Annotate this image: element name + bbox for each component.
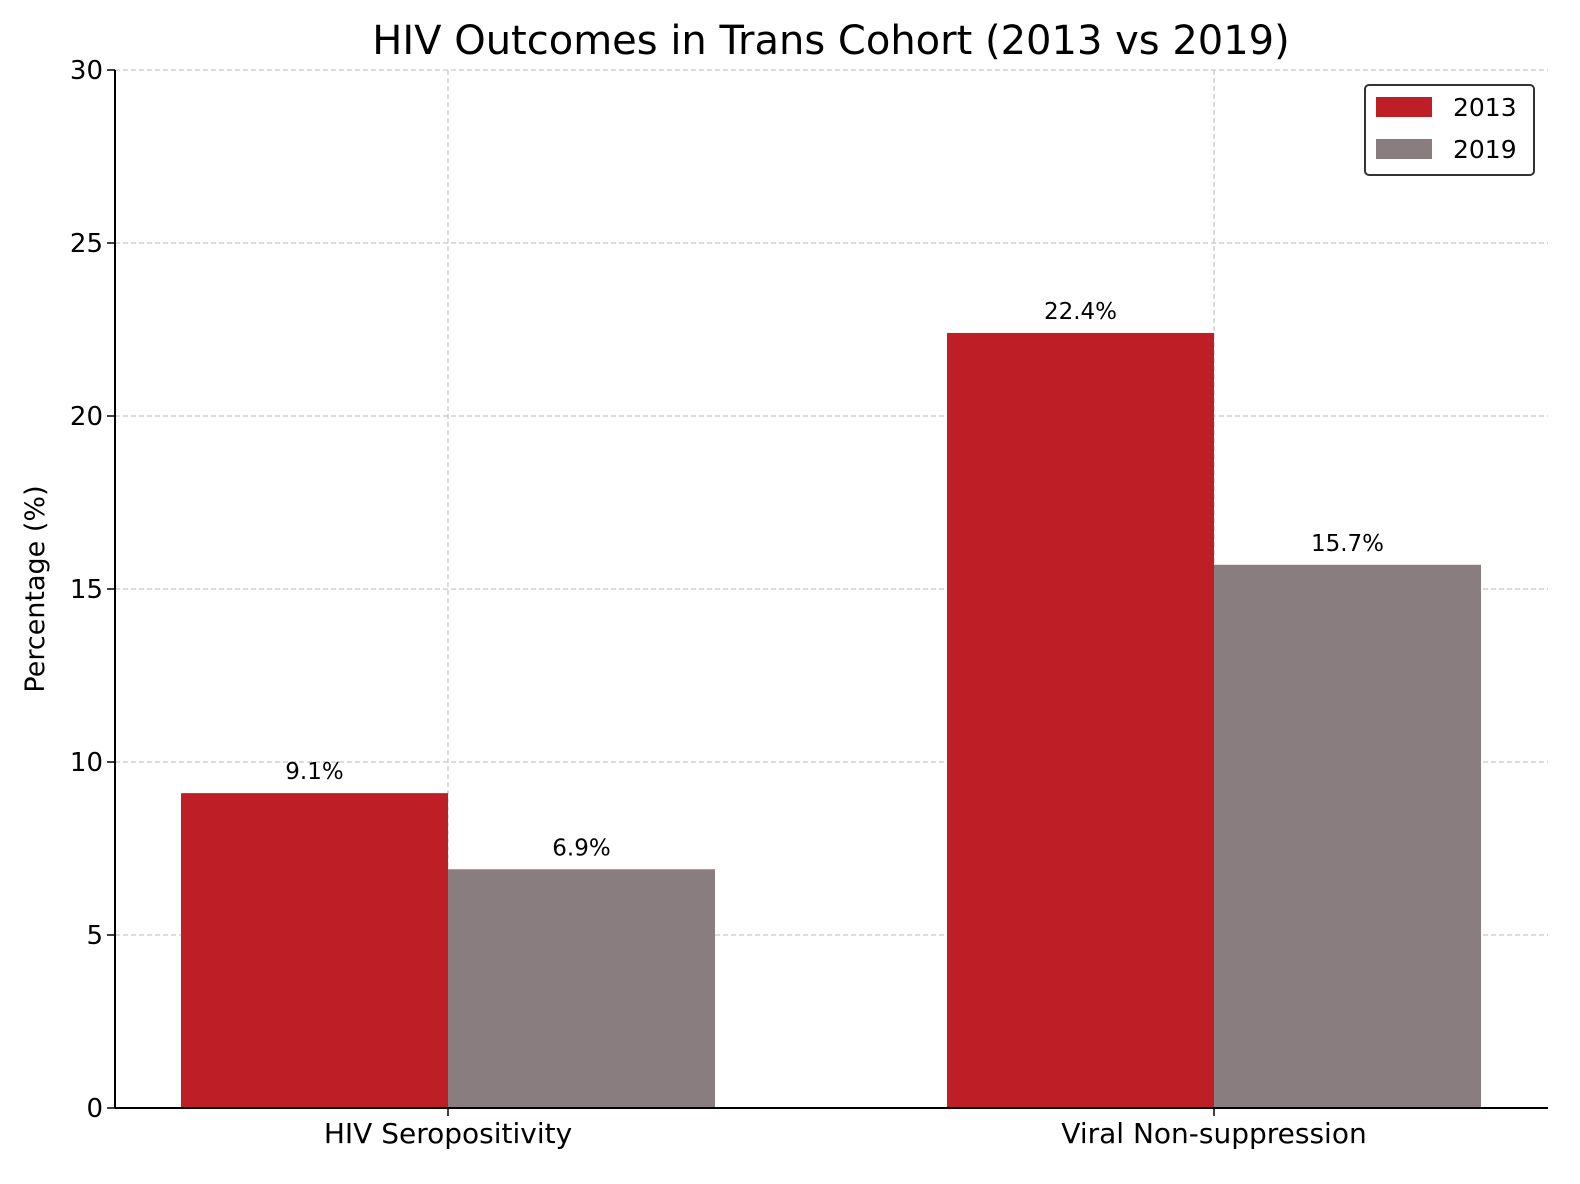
y-tick-label: 30 [70, 56, 103, 86]
chart-title: HIV Outcomes in Trans Cohort (2013 vs 20… [372, 18, 1289, 64]
legend-label: 2013 [1453, 93, 1517, 122]
bar-2019 [1214, 564, 1481, 1108]
y-tick-label: 0 [86, 1094, 103, 1124]
bars: 9.1% 22.4% 6.9% 15.7% [181, 299, 1481, 1109]
data-label: 22.4% [1044, 299, 1117, 325]
legend-label: 2019 [1453, 135, 1517, 164]
y-tick-label: 25 [70, 229, 103, 259]
x-tick-label: HIV Seropositivity [324, 1117, 572, 1150]
bar-2019 [448, 869, 715, 1108]
y-axis-label: Percentage (%) [20, 485, 51, 692]
legend: 2013 2019 [1364, 84, 1535, 176]
y-tick-label: 20 [70, 402, 103, 432]
legend-swatch-2013 [1376, 97, 1432, 117]
y-tick-label: 10 [70, 748, 103, 778]
bar-2013 [947, 332, 1214, 1109]
x-tick-label: Viral Non-suppression [1061, 1117, 1366, 1150]
bar-2013 [181, 793, 448, 1108]
data-label: 6.9% [552, 835, 610, 861]
axes: 0 5 10 15 20 25 30 HIV Seropositivity Viral Non-… [70, 56, 1548, 1150]
data-label: 9.1% [285, 759, 343, 785]
data-label: 15.7% [1311, 531, 1384, 557]
y-tick-label: 15 [70, 575, 103, 605]
y-tick-label: 5 [86, 921, 103, 951]
legend-swatch-2019 [1376, 139, 1432, 159]
